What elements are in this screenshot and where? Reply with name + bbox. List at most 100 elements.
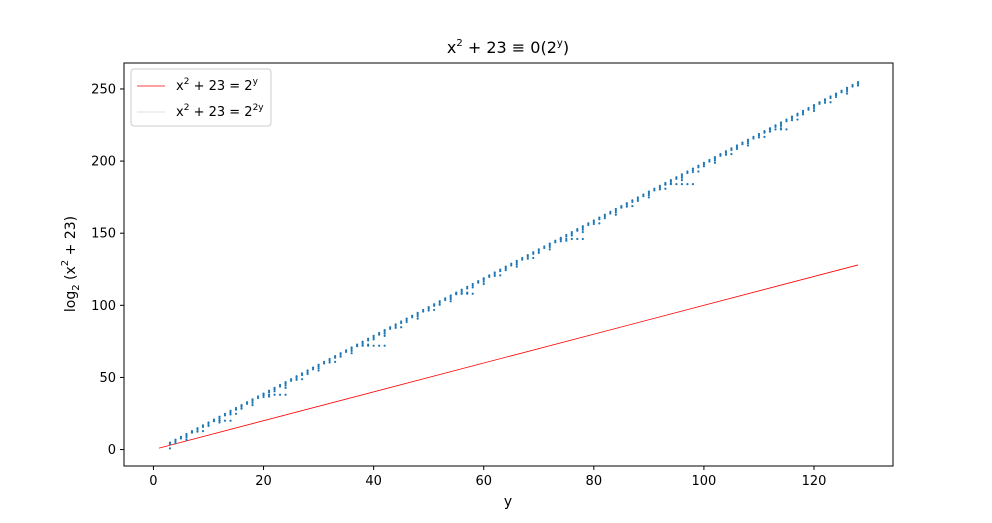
scatter-point <box>790 115 794 118</box>
scatter-point <box>686 170 689 173</box>
scatter-point <box>383 332 386 335</box>
scatter-point <box>614 213 617 216</box>
scatter-point <box>179 437 183 440</box>
scatter-point <box>267 389 271 392</box>
scatter-point <box>647 192 650 195</box>
scatter-point <box>289 378 293 381</box>
scatter-point <box>438 300 441 303</box>
scatter-point <box>581 228 584 231</box>
scatter-point <box>559 237 562 241</box>
x-tick-label: 40 <box>365 474 382 489</box>
scatter-point <box>636 197 639 201</box>
scatter-point <box>768 130 772 133</box>
scatter-point <box>796 112 799 115</box>
scatter-point <box>372 344 375 347</box>
scatter-point <box>482 282 485 286</box>
scatter-point <box>185 436 188 439</box>
scatter-point <box>251 404 254 407</box>
scatter-point <box>576 237 579 241</box>
scatter-point <box>433 303 436 306</box>
scatter-point <box>647 190 650 193</box>
scatter-point <box>449 300 452 303</box>
scatter-point <box>548 244 551 247</box>
scatter-point <box>570 237 573 241</box>
scatter-point <box>179 435 183 438</box>
scatter-point <box>334 356 337 359</box>
scatter-point <box>212 419 216 422</box>
scatter-point <box>466 285 469 288</box>
scatter-point <box>350 352 353 355</box>
scatter-point <box>669 180 672 183</box>
scatter-point <box>603 217 606 220</box>
scatter-point <box>196 428 199 431</box>
scatter-point <box>713 157 717 160</box>
scatter-point <box>526 257 529 260</box>
scatter-point <box>752 135 755 138</box>
scatter-point <box>790 117 794 120</box>
scatter-point <box>317 363 320 366</box>
scatter-point <box>311 368 315 371</box>
scatter-point <box>251 399 254 403</box>
scatter-point <box>669 179 672 182</box>
scatter-point <box>356 344 359 347</box>
scatter-point <box>416 315 419 318</box>
scatter-point <box>339 352 342 355</box>
scatter-point <box>829 95 832 98</box>
scatter-point <box>488 275 491 278</box>
scatter-point <box>812 104 816 107</box>
scatter-point <box>581 226 584 229</box>
scatter-point <box>537 251 540 254</box>
scatter-point <box>735 147 739 151</box>
scatter-point <box>449 296 452 299</box>
scatter-point <box>680 174 684 178</box>
scatter-point <box>405 319 408 322</box>
scatter-point <box>378 344 381 347</box>
scatter-point <box>482 278 485 281</box>
scatter-point <box>785 118 788 121</box>
scatter-point <box>223 412 227 415</box>
scatter-point <box>675 183 678 186</box>
scatter-point <box>779 122 783 126</box>
scatter-point <box>411 314 414 317</box>
scatter-point <box>796 114 799 117</box>
scatter-point <box>730 148 733 152</box>
scatter-point <box>686 171 689 175</box>
scatter-point <box>581 230 584 234</box>
scatter-point <box>383 344 386 347</box>
series-line-red <box>158 264 859 449</box>
scatter-point <box>565 239 568 242</box>
scatter-point <box>680 179 684 182</box>
scatter-point <box>328 357 331 361</box>
scatter-point <box>334 360 337 363</box>
scatter-point <box>768 128 772 131</box>
scatter-point <box>383 330 386 333</box>
scatter-point <box>664 187 667 190</box>
scatter-point <box>532 251 535 254</box>
scatter-point <box>851 85 854 88</box>
scatter-point <box>207 421 210 424</box>
scatter-point <box>642 193 645 196</box>
scatter-point <box>823 99 827 103</box>
scatter-point <box>680 173 684 176</box>
scatter-point <box>774 125 777 128</box>
legend-label-red-line: x2 + 23 = 2y <box>176 77 259 94</box>
scatter-point <box>537 249 540 253</box>
legend-label-gray-line: x2 + 23 = 22y <box>176 103 264 120</box>
scatter-point <box>565 233 568 237</box>
scatter-point <box>394 323 397 326</box>
scatter-point <box>829 101 832 104</box>
scatter-point <box>724 150 728 153</box>
scatter-point <box>526 254 529 257</box>
scatter-point <box>240 404 243 407</box>
scatter-point <box>774 124 777 127</box>
scatter-point <box>245 401 249 404</box>
scatter-point <box>790 119 794 122</box>
scatter-point <box>708 158 711 162</box>
scatter-point <box>785 128 788 131</box>
scatter-point <box>234 412 238 415</box>
scatter-point <box>823 98 827 101</box>
scatter-point <box>317 365 320 368</box>
scatter-point <box>647 194 650 197</box>
scatter-point <box>361 344 364 347</box>
scatter-point <box>691 167 695 170</box>
